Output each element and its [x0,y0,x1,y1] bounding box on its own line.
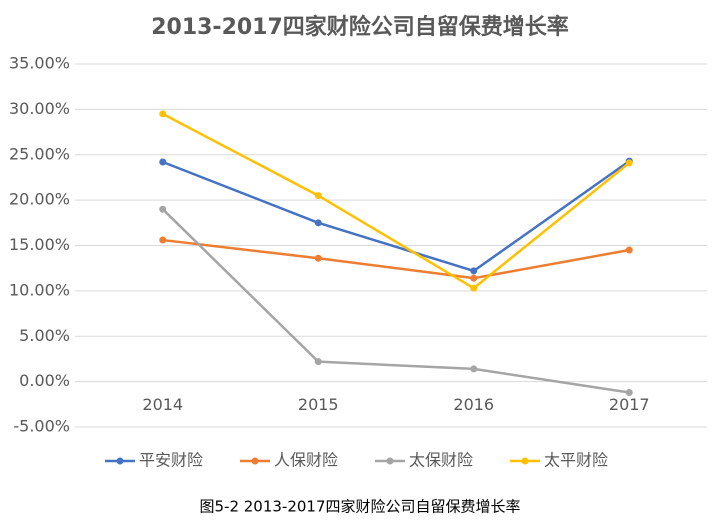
point [314,254,322,262]
legend-marker [251,457,259,465]
legend-marker [386,457,394,465]
y-tick-label: 5.00% [19,326,70,345]
series-line [162,112,631,290]
point [314,219,322,227]
legend-label: 太平财险 [544,451,608,470]
y-tick-label: 15.00% [9,235,70,254]
x-tick-label: 2014 [142,395,183,414]
caption: 图5-2 2013-2017四家财险公司自留保费增长率 [199,498,520,516]
legend-label: 平安财险 [139,451,203,470]
series-line [162,160,630,273]
point [625,159,633,167]
point [470,267,478,275]
point [625,389,633,397]
legend-marker [116,457,124,465]
y-tick-label: 0.00% [19,371,70,390]
legend-label: 太保财险 [409,451,473,470]
x-tick-label: 2015 [298,395,339,414]
legend-label: 人保财险 [274,451,338,470]
legend-marker [521,457,529,465]
point [625,246,633,254]
y-tick-label: 25.00% [9,144,70,163]
point [159,110,167,118]
point [470,284,478,292]
x-tick-label: 2017 [609,395,650,414]
y-tick-label: 35.00% [9,54,70,73]
point [159,205,167,213]
point [159,236,167,244]
point [470,274,478,282]
series-line [162,238,630,280]
point [314,358,322,366]
chart-title: 2013-2017四家财险公司自留保费增长率 [151,14,569,40]
y-tick-label: 10.00% [9,280,70,299]
point [470,365,478,373]
point [314,192,322,200]
point [159,158,167,166]
y-tick-label: -5.00% [13,417,70,436]
y-tick-label: 20.00% [9,190,70,209]
y-tick-label: 30.00% [9,99,70,118]
x-tick-label: 2016 [453,395,494,414]
series-line [161,208,630,394]
